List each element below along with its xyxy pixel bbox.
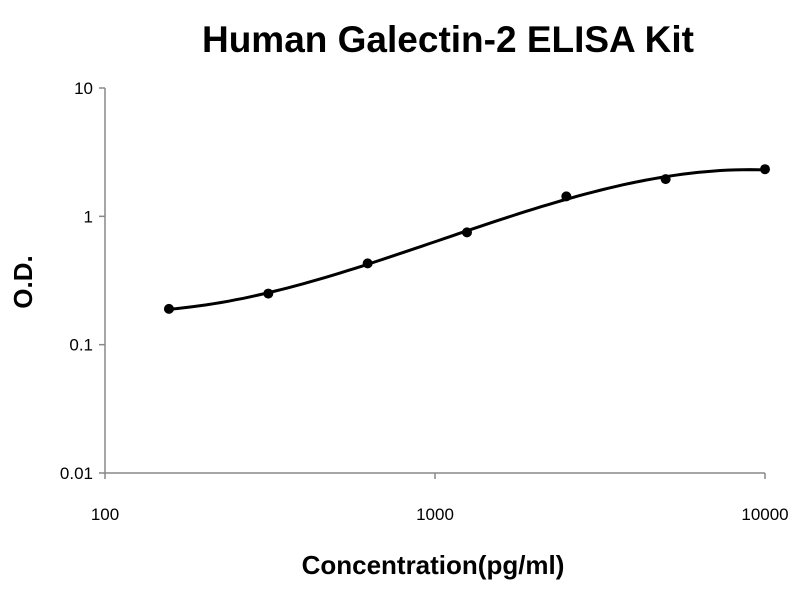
- data-point: [263, 288, 274, 299]
- data-point: [561, 191, 572, 202]
- data-point: [163, 303, 174, 314]
- y-tick-label: 10: [74, 79, 93, 98]
- data-point: [362, 258, 373, 269]
- fit-curve: [168, 168, 766, 311]
- x-tick-label: 10000: [741, 505, 788, 524]
- y-axis-label: O.D.: [8, 255, 38, 308]
- y-tick-label: 1: [84, 207, 93, 226]
- y-tick-label: 0.01: [60, 464, 93, 483]
- x-axis-label: Concentration(pg/ml): [302, 550, 565, 580]
- y-tick-label: 0.1: [69, 336, 93, 355]
- x-tick-label: 100: [91, 505, 119, 524]
- data-point: [760, 164, 770, 175]
- data-point: [461, 227, 472, 238]
- chart-title: Human Galectin-2 ELISA Kit: [202, 19, 694, 60]
- data-point: [660, 174, 671, 185]
- x-tick-label: 1000: [416, 505, 454, 524]
